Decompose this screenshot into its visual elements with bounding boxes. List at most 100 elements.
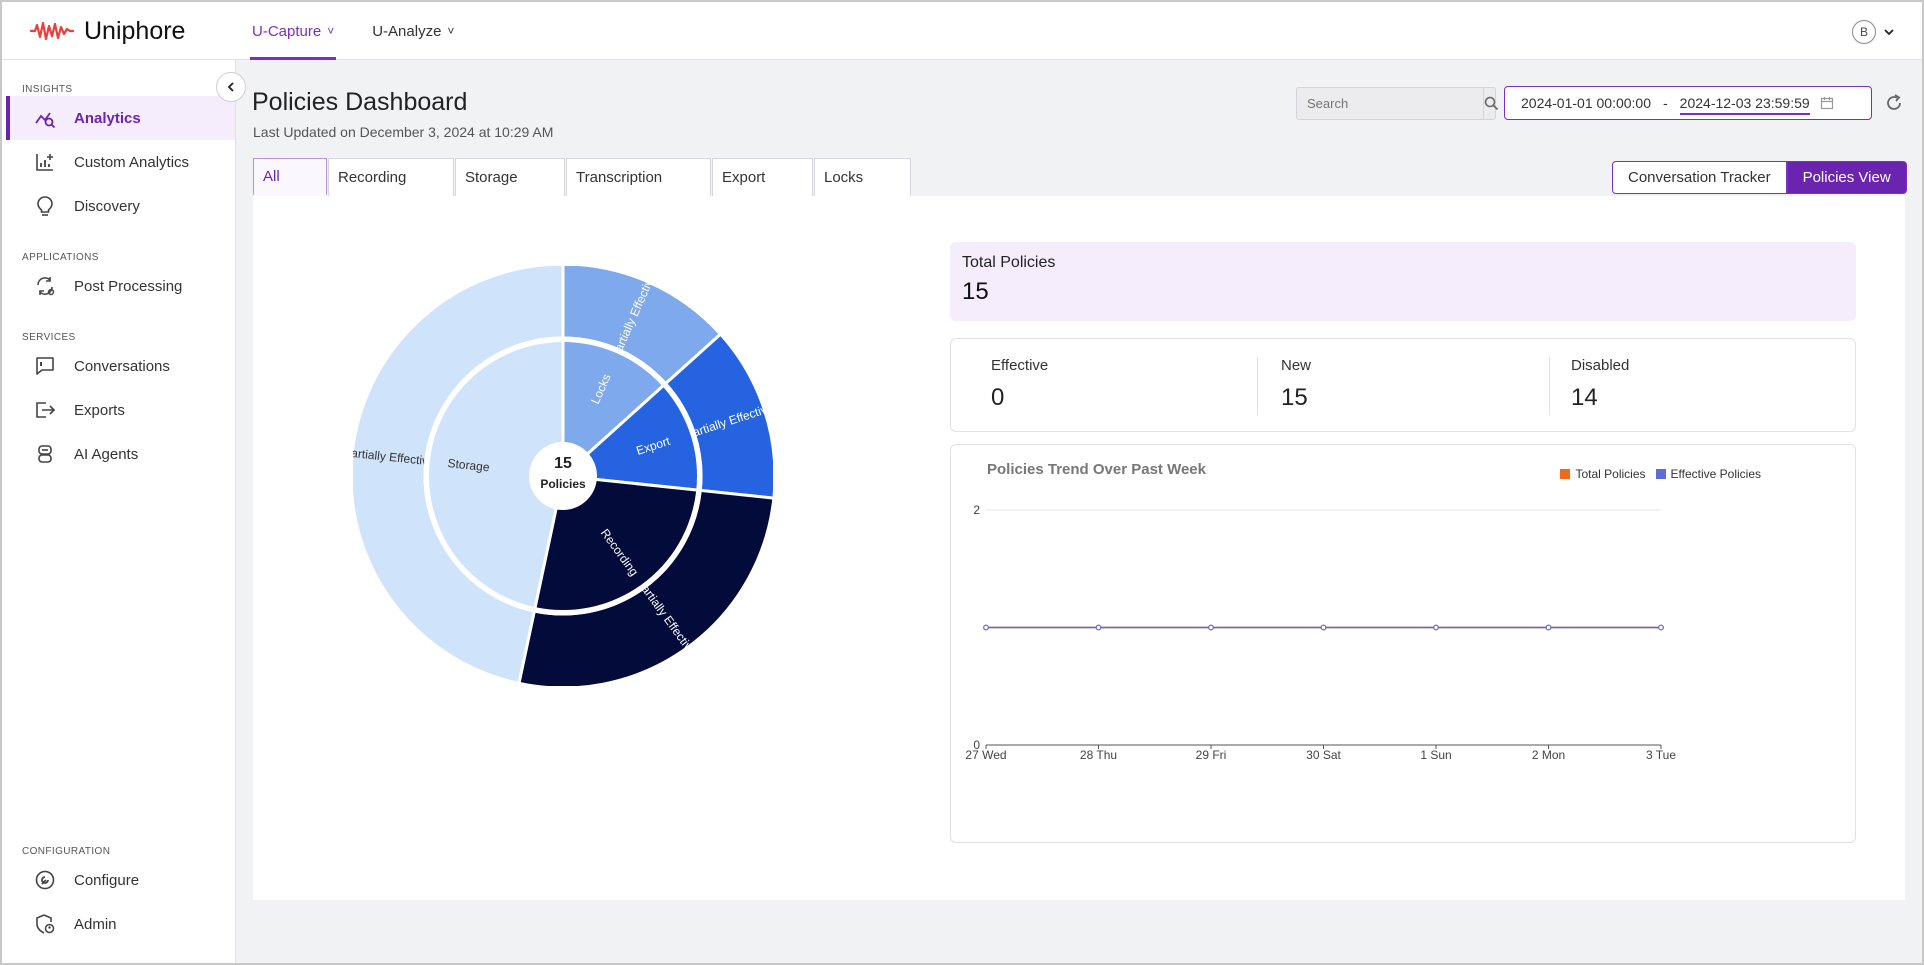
tab-recording[interactable]: Recording	[328, 158, 454, 196]
user-menu[interactable]: B	[1852, 20, 1894, 44]
sidebar-item-conversations[interactable]: Conversations	[6, 344, 235, 388]
policy-tabs: All Recording Storage Transcription Expo…	[253, 158, 912, 196]
avatar[interactable]: B	[1852, 20, 1876, 44]
policies-view-button[interactable]: Policies View	[1786, 161, 1907, 194]
stat-value: 15	[1281, 384, 1308, 411]
sidebar-item-ai-agents[interactable]: AI Agents	[6, 432, 235, 476]
chevron-down-icon: ˅	[447, 24, 455, 38]
policy-stats-card: Effective 0 New 15 Disabled 14	[950, 338, 1856, 432]
sidebar-item-discovery[interactable]: Discovery	[6, 184, 235, 228]
topnav-u-analyze[interactable]: U-Analyze ˅	[370, 2, 456, 60]
dashboard-panel: Partially Effective Partially Effective Pa…	[253, 196, 1905, 900]
x-tick-label: 29 Fri	[1196, 748, 1227, 762]
search-button[interactable]	[1483, 88, 1499, 119]
view-toggle: Conversation Tracker Policies View	[1612, 161, 1907, 194]
data-point[interactable]	[1095, 624, 1102, 631]
chevron-down-icon: ˅	[327, 24, 335, 38]
sidebar-item-exports[interactable]: Exports	[6, 388, 235, 432]
stat-label: Effective	[991, 357, 1049, 374]
section-label-configuration: CONFIGURATION	[22, 846, 111, 857]
sidebar-item-configure[interactable]: Configure	[6, 858, 235, 902]
sidebar-item-label: Post Processing	[74, 277, 183, 295]
sidebar-item-analytics[interactable]: Analytics	[6, 96, 235, 140]
data-point[interactable]	[1320, 624, 1327, 631]
policies-trend-card: 0 2 27 Wed 28 Thu 29 Fri 30 Sat 1 Sun 2 Mon 3 Tu…	[950, 444, 1856, 843]
data-point[interactable]	[1433, 624, 1439, 631]
center-value: 15	[554, 455, 572, 472]
x-tick-label: 28 Thu	[1080, 748, 1117, 762]
total-policies-value: 15	[962, 278, 989, 305]
calendar-icon[interactable]	[1820, 96, 1834, 110]
page-title: Policies Dashboard	[252, 88, 468, 116]
topnav-u-capture[interactable]: U-Capture ˅	[250, 2, 337, 60]
total-policies-card: Total Policies 15	[950, 242, 1856, 321]
ai-agent-icon	[34, 443, 56, 465]
data-point[interactable]	[1658, 624, 1664, 631]
post-processing-icon	[34, 275, 56, 297]
stat-new: New 15	[1281, 357, 1311, 412]
tab-all[interactable]: All	[253, 158, 327, 196]
date-end[interactable]: 2024-12-03 23:59:59	[1679, 95, 1810, 115]
logo[interactable]: Uniphore	[30, 16, 185, 46]
sidebar-item-post-processing[interactable]: Post Processing	[6, 264, 235, 308]
policies-trend-chart: 0 2 27 Wed 28 Thu 29 Fri 30 Sat 1 Sun 2 Mon 3 Tu…	[965, 503, 1676, 762]
stat-label: New	[1281, 357, 1312, 374]
sidebar-item-label: Analytics	[74, 109, 141, 127]
admin-shield-icon	[34, 913, 56, 935]
sidebar-item-custom-analytics[interactable]: Custom Analytics	[6, 140, 235, 184]
sidebar-item-label: Custom Analytics	[74, 153, 190, 171]
section-label-services: SERVICES	[22, 332, 76, 343]
conversation-icon	[34, 355, 56, 377]
date-start[interactable]: 2024-01-01 00:00:00	[1521, 95, 1651, 111]
tab-transcription[interactable]: Transcription	[566, 158, 711, 196]
search-icon	[1484, 96, 1499, 111]
sidebar-item-label: Configure	[74, 871, 140, 889]
tab-export[interactable]: Export	[712, 158, 813, 196]
stat-label: Disabled	[1571, 357, 1630, 374]
chart-legend: Total Policies Effective Policies	[1550, 467, 1761, 481]
stat-disabled: Disabled 14	[1571, 357, 1629, 412]
tab-locks[interactable]: Locks	[814, 158, 911, 196]
search-input[interactable]	[1297, 88, 1483, 119]
legend-label: Effective Policies	[1670, 467, 1762, 481]
legend-swatch	[1560, 469, 1571, 479]
data-point[interactable]	[1545, 624, 1552, 631]
sidebar-item-label: Discovery	[74, 197, 140, 215]
chart-title: Policies Trend Over Past Week	[987, 461, 1206, 478]
x-tick-label: 30 Sat	[1306, 748, 1341, 762]
sidebar-item-label: Conversations	[74, 357, 170, 375]
lightbulb-icon	[34, 195, 56, 217]
last-updated-text: Last Updated on December 3, 2024 at 10:2…	[253, 124, 554, 140]
legend-item-total[interactable]: Total Policies	[1560, 467, 1646, 481]
sidebar-item-label: Exports	[74, 401, 125, 419]
topnav-label: U-Capture	[252, 22, 322, 40]
chevron-down-icon[interactable]	[1884, 27, 1894, 37]
tab-storage[interactable]: Storage	[455, 158, 565, 196]
stat-effective: Effective 0	[991, 357, 1048, 412]
legend-swatch	[1655, 469, 1666, 479]
export-icon	[34, 399, 56, 421]
sidebar-item-admin[interactable]: Admin	[6, 902, 235, 946]
analytics-icon	[34, 107, 56, 129]
sidebar-item-label: AI Agents	[74, 445, 139, 463]
stat-value: 14	[1571, 384, 1598, 411]
conversation-tracker-button[interactable]: Conversation Tracker	[1612, 161, 1787, 194]
y-tick-label: 0	[973, 738, 980, 752]
inner-ring-label: Storage	[447, 456, 491, 474]
top-nav: U-Capture ˅ U-Analyze ˅	[250, 2, 490, 60]
data-point[interactable]	[1208, 624, 1214, 631]
center-label: Policies	[540, 477, 586, 491]
refresh-icon[interactable]	[1884, 93, 1904, 113]
stat-value: 0	[991, 384, 1005, 411]
chevron-left-icon	[227, 82, 234, 92]
x-tick-label: 2 Mon	[1532, 748, 1565, 762]
data-point[interactable]	[983, 624, 989, 631]
date-separator: -	[1663, 95, 1668, 111]
legend-label: Total Policies	[1575, 467, 1646, 481]
legend-item-effective[interactable]: Effective Policies	[1655, 467, 1762, 481]
sidebar-collapse-button[interactable]	[216, 72, 246, 102]
date-range-picker[interactable]: 2024-01-01 00:00:00 - 2024-12-03 23:59:5…	[1504, 86, 1872, 120]
search-box	[1296, 87, 1499, 120]
